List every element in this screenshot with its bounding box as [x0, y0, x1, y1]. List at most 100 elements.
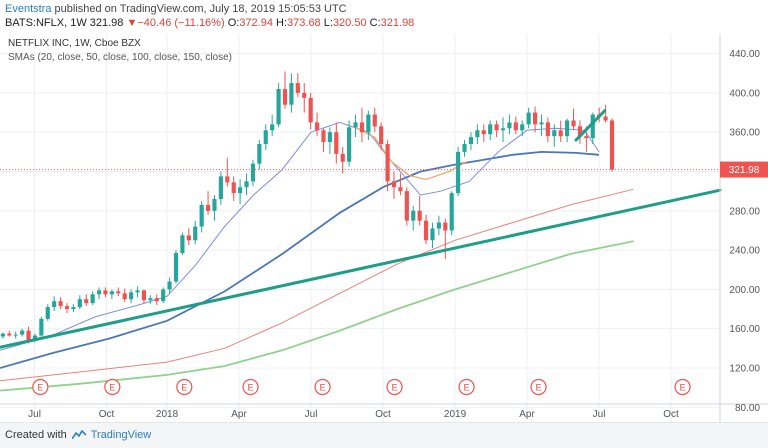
candle — [282, 71, 288, 109]
candle-body — [443, 222, 448, 231]
price-chart[interactable]: E E E E E E E E E 80.00 120.00 160.00 200.00 240.00 2… — [0, 34, 768, 422]
candle-body — [90, 294, 95, 304]
candle — [520, 120, 525, 137]
candle-body — [449, 193, 454, 231]
candle — [154, 294, 159, 306]
candle — [64, 303, 70, 313]
earnings-event-marker: E — [32, 378, 49, 396]
candle-body — [494, 124, 499, 131]
candle-body — [359, 122, 365, 133]
candle-body — [603, 116, 608, 121]
candle — [218, 171, 223, 205]
candle — [404, 187, 409, 226]
candle — [532, 106, 538, 133]
candle — [77, 295, 82, 310]
candle — [488, 120, 493, 141]
candle-body — [180, 235, 185, 254]
candle-body — [45, 307, 50, 319]
last-price: 321.98 — [89, 17, 124, 29]
candle — [173, 250, 179, 284]
earnings-event-icon — [674, 378, 691, 396]
earnings-event-label: E — [536, 383, 542, 393]
grid — [0, 34, 720, 422]
candle — [372, 107, 377, 133]
candle-body — [552, 130, 557, 137]
sma20-line — [0, 121, 600, 351]
candle — [109, 289, 114, 300]
candle — [366, 110, 371, 141]
candle — [449, 191, 454, 236]
candle — [295, 73, 300, 97]
y-tick-label: 360.00 — [729, 128, 760, 139]
candle — [321, 128, 326, 152]
candle — [552, 124, 557, 147]
close-label: C: — [369, 17, 381, 29]
candle-body — [218, 176, 223, 200]
candle-body — [205, 204, 211, 211]
candle-body — [289, 83, 294, 105]
candle-body — [154, 298, 159, 302]
candle-body — [270, 124, 275, 131]
candle-body — [565, 120, 570, 137]
candle-body — [276, 89, 281, 125]
high-value: 373.68 — [287, 17, 321, 29]
earnings-event-icon — [176, 378, 193, 396]
candle-body — [231, 182, 236, 194]
candle-body — [116, 291, 121, 294]
author-link[interactable]: Eventstra — [5, 3, 52, 15]
candle-body — [391, 181, 397, 188]
candle — [20, 328, 25, 337]
earnings-event-icon — [386, 378, 403, 396]
candle — [0, 332, 5, 339]
candle-body — [577, 126, 583, 137]
candle-body — [590, 114, 595, 139]
candle — [558, 120, 563, 143]
candle — [58, 297, 63, 310]
candle-body — [71, 307, 76, 310]
earnings-event-marker: E — [530, 378, 547, 396]
candle-body — [334, 132, 339, 154]
candle-body — [32, 335, 38, 341]
candle-body — [308, 97, 313, 123]
earnings-event-marker: E — [314, 378, 331, 396]
candle — [84, 294, 89, 307]
candle — [436, 215, 441, 236]
y-tick-label: 120.00 — [729, 363, 760, 374]
candle — [379, 122, 384, 150]
candle-body — [13, 334, 18, 336]
candle — [39, 316, 44, 337]
candle-body — [238, 187, 243, 194]
y-tick-label: 440.00 — [729, 49, 760, 60]
candle-body — [109, 291, 114, 295]
candle — [45, 304, 50, 321]
earnings-event-marker: E — [674, 378, 691, 396]
earnings-event-icon — [530, 378, 547, 396]
candle — [148, 295, 153, 305]
tradingview-brand[interactable]: TradingView — [90, 429, 152, 441]
candle — [180, 232, 185, 256]
trendlines[interactable] — [0, 109, 722, 349]
candle — [590, 112, 595, 145]
quote-line: BATS:NFLX, 1W 321.98 ▼−40.46 (−11.16%) O… — [5, 17, 414, 29]
candle-body — [58, 301, 63, 307]
candle-body — [321, 130, 326, 143]
candle — [161, 287, 166, 304]
candle — [231, 176, 236, 201]
candle — [7, 330, 12, 337]
earnings-event-icon — [104, 378, 121, 396]
candle-body — [129, 292, 134, 300]
candles — [0, 71, 615, 344]
candle-body — [539, 122, 544, 125]
candle-body — [148, 298, 153, 301]
candle — [398, 173, 403, 196]
candle-body — [141, 290, 147, 301]
candle — [96, 287, 102, 300]
candle — [167, 277, 172, 294]
candle-body — [456, 151, 461, 194]
candle — [116, 287, 121, 297]
candle — [340, 146, 345, 174]
candle-body — [340, 153, 345, 162]
legend-sma: SMAs (20, close, 50, close, 100, close, … — [8, 52, 232, 63]
